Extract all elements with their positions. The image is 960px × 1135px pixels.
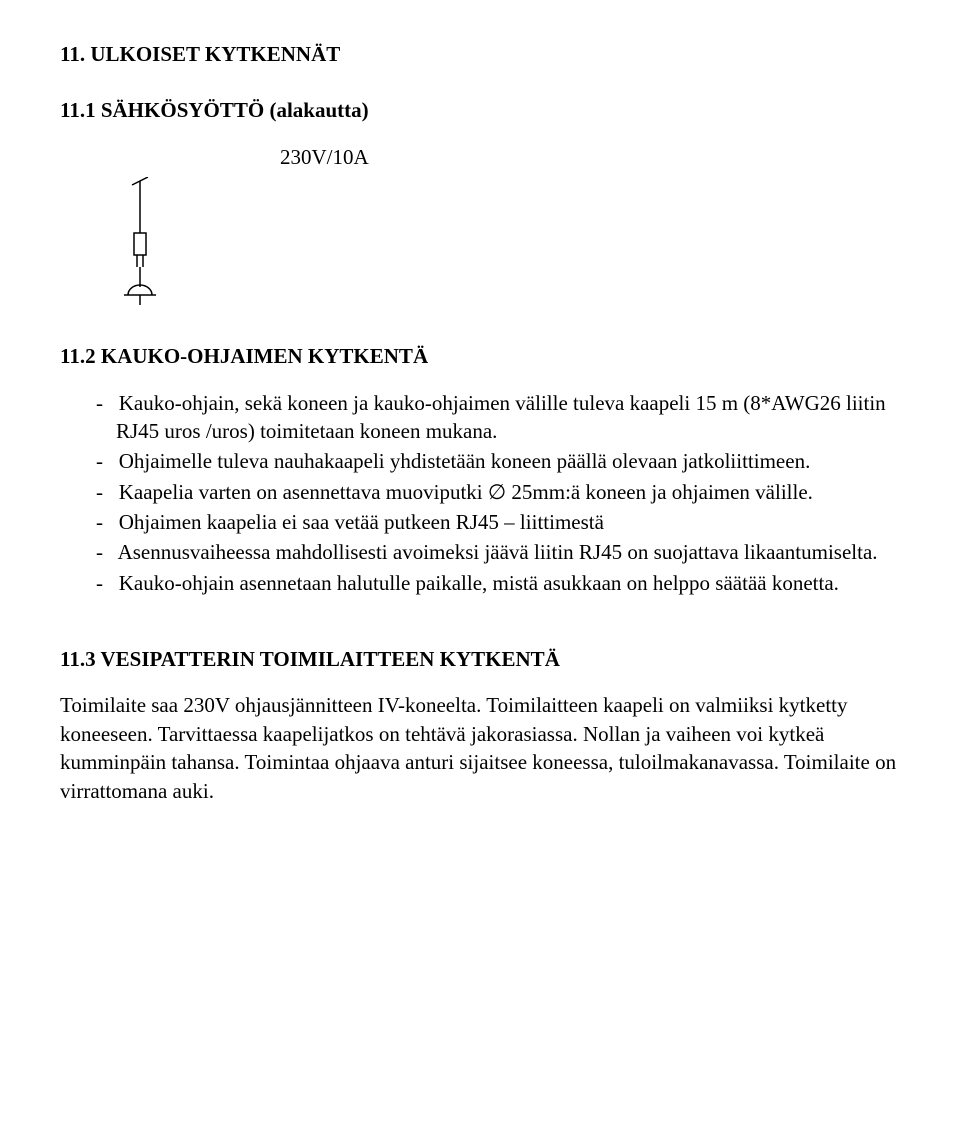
subsection-1-title: 11.1 SÄHKÖSYÖTTÖ (alakautta) <box>60 96 900 124</box>
list-item: Asennusvaiheessa mahdollisesti avoimeksi… <box>96 538 900 566</box>
list-item: Kauko-ohjain, sekä koneen ja kauko-ohjai… <box>96 389 900 446</box>
list-item: Ohjaimelle tuleva nauhakaapeli yhdistetä… <box>96 447 900 475</box>
section-title: 11. ULKOISET KYTKENNÄT <box>60 40 900 68</box>
subsection-3-title: 11.3 VESIPATTERIN TOIMILAITTEEN KYTKENTÄ <box>60 645 900 673</box>
list-item: Ohjaimen kaapelia ei saa vetää putkeen R… <box>96 508 900 536</box>
subsection-3-body: Toimilaite saa 230V ohjausjännitteen IV-… <box>60 691 900 804</box>
subsection-2-title: 11.2 KAUKO-OHJAIMEN KYTKENTÄ <box>60 342 900 370</box>
remote-control-list: Kauko-ohjain, sekä koneen ja kauko-ohjai… <box>60 389 900 597</box>
list-item: Kaapelia varten on asennettava muoviputk… <box>96 478 900 506</box>
power-symbol <box>120 177 900 314</box>
list-item: Kauko-ohjain asennetaan halutulle paikal… <box>96 569 900 597</box>
voltage-label: 230V/10A <box>280 143 900 171</box>
